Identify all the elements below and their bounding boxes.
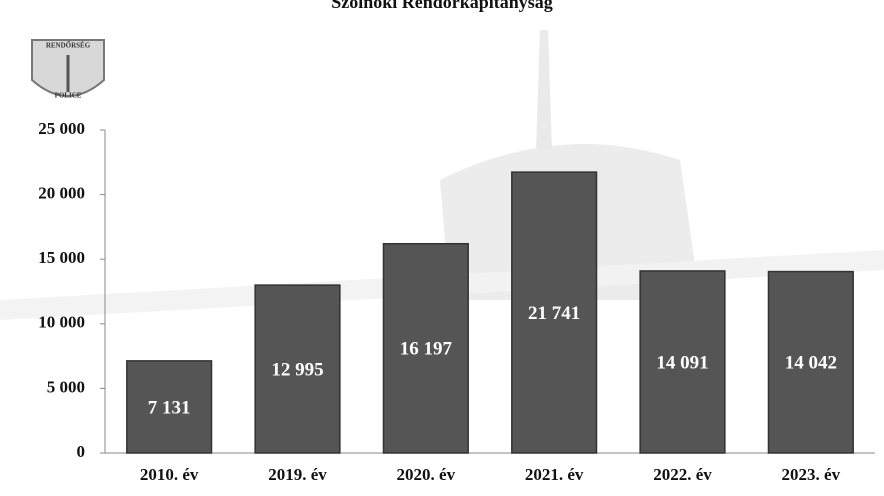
y-tick-label: 10 000 (38, 313, 85, 332)
y-tick-label: 0 (77, 442, 86, 461)
y-tick-label: 20 000 (38, 184, 85, 203)
y-tick-label: 15 000 (38, 248, 85, 267)
value-label: 21 741 (528, 303, 580, 324)
logo-bottom: POLICE (55, 92, 82, 100)
value-label: 14 042 (785, 353, 837, 374)
value-label: 16 197 (400, 339, 453, 360)
value-label: 7 131 (148, 397, 191, 418)
y-tick-label: 25 000 (38, 119, 85, 138)
chart-title: Szolnoki Rendőrkapitányság (331, 0, 553, 12)
x-tick-label: 2010. év (140, 465, 199, 484)
x-tick-label: 2023. év (782, 465, 841, 484)
value-label: 14 091 (656, 352, 708, 373)
logo: RENDŐRSÉG POLICE (32, 40, 104, 100)
y-tick-label: 5 000 (47, 377, 85, 396)
x-tick-label: 2019. év (268, 465, 327, 484)
x-tick-label: 2021. év (525, 465, 584, 484)
x-tick-label: 2020. év (397, 465, 456, 484)
chart: RENDŐRSÉG POLICE Szolnoki Rendőrkapitány… (0, 0, 884, 496)
logo-top: RENDŐRSÉG (46, 42, 91, 50)
x-tick-label: 2022. év (653, 465, 712, 484)
value-label: 12 995 (271, 359, 323, 380)
